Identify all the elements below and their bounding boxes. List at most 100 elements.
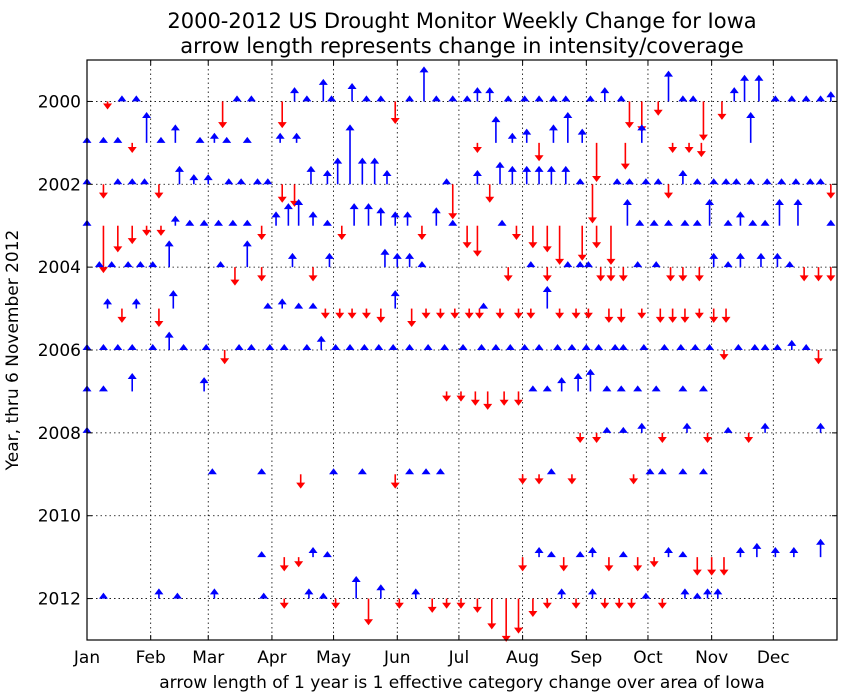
degradation-arrow <box>279 557 289 572</box>
arrow-head <box>637 422 647 429</box>
improvement-arrow <box>649 219 659 226</box>
arrow-head <box>528 242 538 249</box>
arrow-head <box>450 312 460 319</box>
improvement-arrow <box>164 240 174 268</box>
arrow-head <box>637 312 647 319</box>
arrow-head <box>98 344 108 350</box>
degradation-arrow <box>361 308 371 319</box>
improvement-arrow <box>242 136 252 143</box>
degradation-arrow <box>376 308 386 323</box>
improvement-arrow <box>224 178 234 185</box>
improvement-arrow <box>292 132 302 143</box>
improvement-arrow <box>382 170 392 185</box>
arrow-head <box>762 178 772 185</box>
improvement-arrow <box>772 344 782 350</box>
arrow-head <box>390 290 400 297</box>
improvement-arrow <box>752 542 762 558</box>
improvement-arrow <box>417 261 427 268</box>
arrow-head <box>799 275 809 282</box>
improvement-arrow <box>257 551 267 558</box>
improvement-arrow <box>692 592 702 599</box>
improvement-arrow <box>331 344 341 350</box>
arrow-head <box>641 178 651 185</box>
arrow-head <box>567 478 577 485</box>
degradation-arrow <box>230 267 240 286</box>
improvement-arrow <box>567 344 577 350</box>
improvement-arrow <box>760 344 770 350</box>
improvement-arrow <box>351 576 361 599</box>
degradation-arrow <box>320 308 330 319</box>
arrow-head <box>324 252 334 259</box>
degradation-arrow <box>450 308 460 319</box>
improvement-arrow <box>542 385 552 392</box>
arrow-head <box>456 395 466 402</box>
arrow-head <box>117 95 127 102</box>
arrow-head <box>520 344 530 350</box>
arrow-head <box>135 261 145 268</box>
arrow-head <box>388 344 398 350</box>
arrow-head <box>294 561 304 568</box>
arrow-head <box>561 165 571 172</box>
degradation-arrow <box>142 225 152 236</box>
improvement-arrow <box>816 178 826 185</box>
degradation-arrow <box>456 598 466 609</box>
arrow-head <box>405 95 415 102</box>
arrow-head <box>534 344 544 350</box>
improvement-arrow <box>361 95 371 102</box>
degradation-arrow <box>744 432 754 443</box>
improvement-arrow <box>199 219 209 226</box>
arrow-head <box>294 302 304 309</box>
arrow-head <box>117 316 127 323</box>
arrow-head <box>713 588 723 595</box>
improvement-arrow <box>290 87 300 102</box>
arrow-head <box>390 211 400 218</box>
x-tick-label: Jul <box>448 648 470 668</box>
x-tick-label: Mar <box>192 648 224 668</box>
arrow-head <box>616 316 626 323</box>
arrow-head <box>308 211 318 218</box>
improvement-arrow <box>731 178 741 185</box>
arrow-head <box>127 373 137 379</box>
improvement-arrow <box>201 344 211 350</box>
degradation-arrow <box>633 557 643 572</box>
degradation-arrow <box>296 474 306 489</box>
degradation-arrow <box>474 308 484 319</box>
arrow-head <box>596 275 606 282</box>
arrow-head <box>376 584 386 591</box>
degradation-arrow <box>526 308 536 319</box>
improvement-arrow <box>805 178 815 185</box>
improvement-arrow <box>690 344 700 350</box>
improvement-arrow <box>405 468 415 475</box>
improvement-arrow <box>98 344 108 350</box>
improvement-arrow <box>127 373 137 392</box>
arrow-head <box>678 95 688 102</box>
y-tick-label: 2012 <box>38 590 81 610</box>
arrow-head <box>472 147 482 153</box>
arrow-head <box>561 95 571 102</box>
arrow-head <box>263 302 273 309</box>
improvement-arrow <box>746 178 756 185</box>
improvement-arrow <box>575 178 585 185</box>
degradation-arrow <box>600 598 610 609</box>
improvement-arrow <box>777 178 787 185</box>
improvement-arrow <box>497 219 507 226</box>
improvement-arrow <box>575 261 585 268</box>
arrow-head <box>485 87 495 94</box>
improvement-arrow <box>746 112 756 143</box>
arrow-head <box>440 344 450 350</box>
improvement-arrow <box>772 252 782 268</box>
arrow-head <box>627 602 637 609</box>
arrow-head <box>657 437 667 443</box>
arrow-head <box>470 399 480 406</box>
improvement-arrow <box>770 95 780 102</box>
arrow-head <box>361 95 371 102</box>
arrow-head <box>370 157 380 164</box>
improvement-arrow <box>762 178 772 185</box>
arrow-head <box>772 252 782 259</box>
arrow-head <box>514 312 524 319</box>
arrow-head <box>703 437 713 443</box>
arrow-head <box>462 95 472 102</box>
degradation-arrow <box>442 391 452 402</box>
improvement-arrow <box>117 95 127 102</box>
arrow-head <box>364 619 374 626</box>
